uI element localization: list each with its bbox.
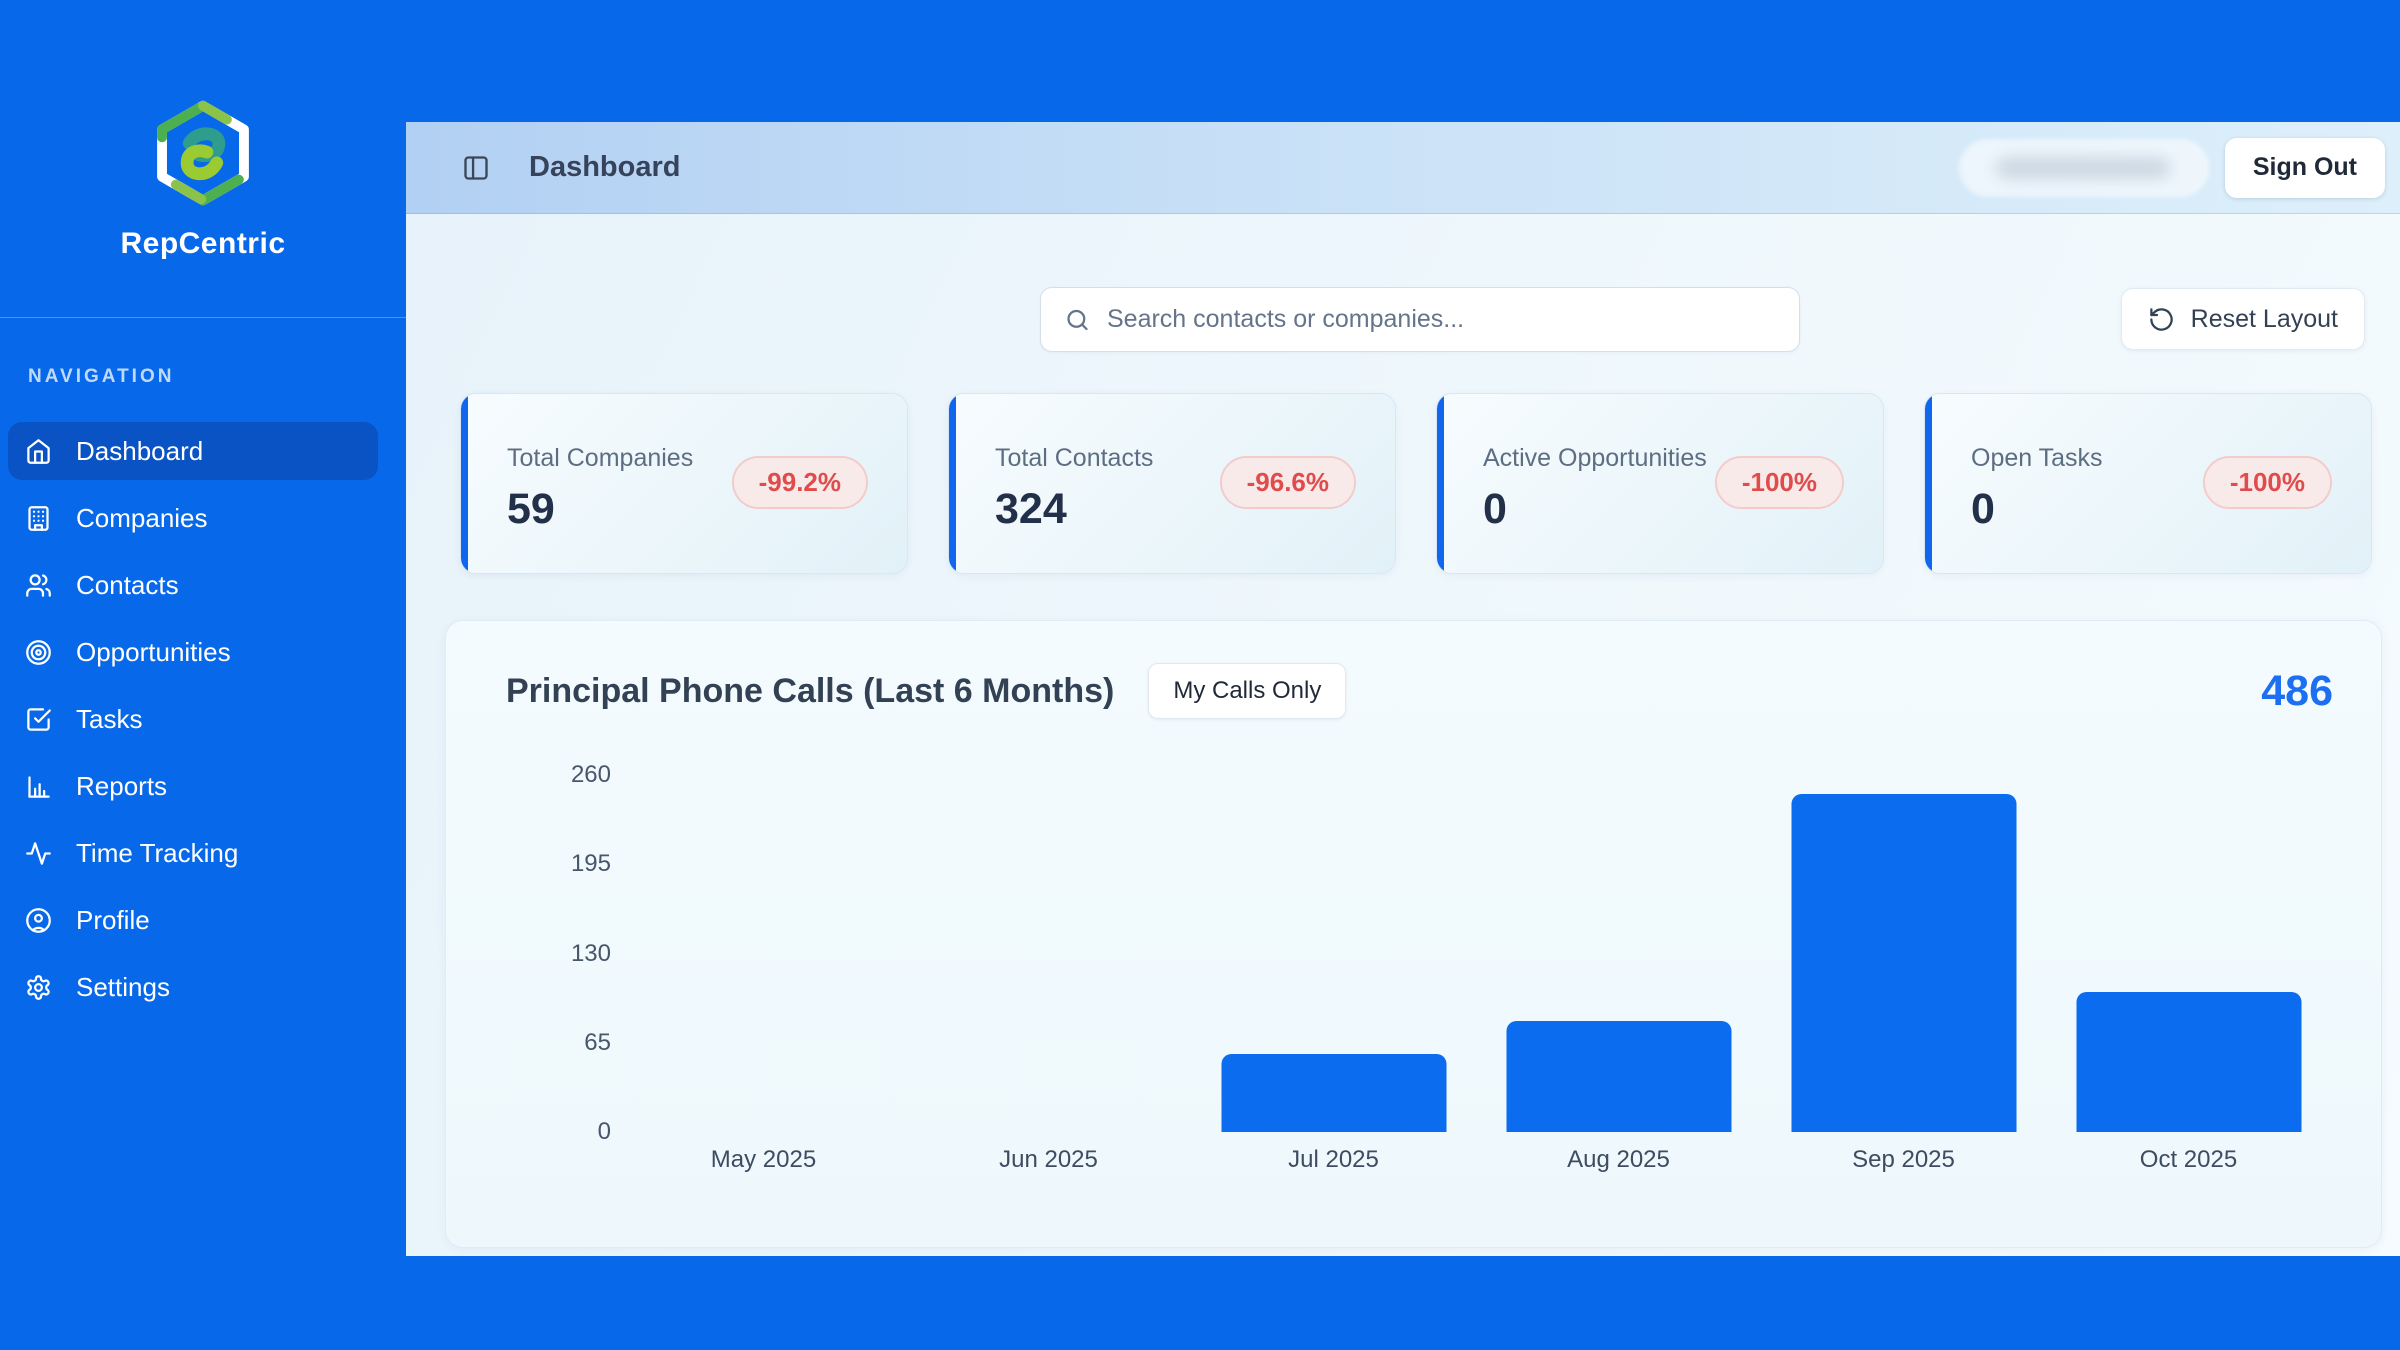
users-icon xyxy=(26,573,51,597)
stat-change-badge: -100% xyxy=(1714,456,1844,509)
activity-icon xyxy=(26,841,51,865)
sidebar-item-label: Dashboard xyxy=(76,435,204,466)
app-logo: RepCentric xyxy=(0,0,406,261)
bar-aug-2025[interactable] xyxy=(1506,1020,1731,1132)
sidebar-item-label: Opportunities xyxy=(76,636,231,667)
sidebar-item-tasks[interactable]: Tasks xyxy=(8,690,378,748)
chart-title: Principal Phone Calls (Last 6 Months) xyxy=(506,671,1115,710)
sidebar-item-label: Companies xyxy=(76,502,208,533)
user-circle-icon xyxy=(26,907,51,933)
stat-card-total-companies: Total Companies 59 -99.2% xyxy=(460,393,908,574)
panel-toggle-icon xyxy=(464,155,488,180)
sidebar-item-time-tracking[interactable]: Time Tracking xyxy=(8,824,378,882)
home-icon xyxy=(27,438,50,464)
nav-section-label: NAVIGATION xyxy=(28,366,175,387)
xlabel-may-2025: May 2025 xyxy=(710,1146,817,1173)
main-panel: Dashboard Sign Out Reset Layout Total Co… xyxy=(406,122,2400,1256)
chart-column: May 2025 xyxy=(621,775,906,1173)
sidebar: RepCentric NAVIGATION Dashboard Companie… xyxy=(0,0,406,1350)
chart-total-value: 486 xyxy=(2261,666,2333,715)
stat-card-total-contacts: Total Contacts 324 -96.6% xyxy=(948,393,1396,574)
stat-label: Open Tasks xyxy=(1971,444,2103,472)
stat-label: Total Companies xyxy=(507,444,694,472)
sidebar-item-label: Contacts xyxy=(76,569,179,600)
bar-sep-2025[interactable] xyxy=(1791,794,2016,1132)
sidebar-item-label: Tasks xyxy=(76,703,143,734)
sidebar-item-label: Profile xyxy=(76,904,150,935)
bar-oct-2025[interactable] xyxy=(2076,991,2301,1132)
stat-value: 59 xyxy=(507,485,555,533)
building-icon xyxy=(28,505,49,531)
search-input[interactable] xyxy=(1040,287,1800,352)
chart-column: Aug 2025 xyxy=(1476,775,1761,1173)
chart-header: Principal Phone Calls (Last 6 Months) My… xyxy=(446,621,2381,719)
chart-column: Oct 2025 xyxy=(2046,775,2331,1173)
nav-list: Dashboard Companies Contacts Opportuniti… xyxy=(0,422,406,1016)
xlabel-sep-2025: Sep 2025 xyxy=(1852,1146,1955,1173)
reset-layout-label: Reset Layout xyxy=(2190,304,2338,333)
sidebar-item-label: Time Tracking xyxy=(76,837,239,868)
chart-column: Jun 2025 xyxy=(906,775,1191,1173)
brand-name: RepCentric xyxy=(120,227,286,260)
stat-value: 0 xyxy=(1971,485,1995,533)
sidebar-item-label: Settings xyxy=(76,971,170,1002)
ytick-0: 0 xyxy=(597,1118,611,1145)
user-email-redacted xyxy=(1958,138,2209,197)
stat-label: Total Contacts xyxy=(995,444,1154,472)
content-area: Reset Layout Total Companies 59 -99.2% T… xyxy=(406,214,2400,1256)
chart-column: Sep 2025 xyxy=(1761,775,2046,1173)
sidebar-item-settings[interactable]: Settings xyxy=(8,958,378,1016)
sidebar-item-profile[interactable]: Profile xyxy=(8,891,378,949)
phone-calls-chart-card: Principal Phone Calls (Last 6 Months) My… xyxy=(445,620,2382,1248)
xlabel-jun-2025: Jun 2025 xyxy=(999,1146,1098,1173)
stat-change-badge: -99.2% xyxy=(731,456,868,509)
xlabel-oct-2025: Oct 2025 xyxy=(2139,1146,2238,1173)
sidebar-item-reports[interactable]: Reports xyxy=(8,757,378,815)
stat-label: Active Opportunities xyxy=(1483,444,1707,472)
sidebar-divider xyxy=(0,317,406,318)
search-bar xyxy=(1040,287,1800,352)
stat-change-badge: -100% xyxy=(2202,456,2332,509)
bar-chart-icon xyxy=(28,775,50,798)
sidebar-item-label: Reports xyxy=(76,770,168,801)
sidebar-toggle-button[interactable] xyxy=(462,153,492,183)
sidebar-item-opportunities[interactable]: Opportunities xyxy=(8,623,378,681)
sidebar-item-companies[interactable]: Companies xyxy=(8,489,378,547)
ytick-195: 195 xyxy=(570,850,611,878)
chart-y-axis: 0 65 130 195 260 xyxy=(541,761,611,1145)
stat-value: 0 xyxy=(1483,485,1507,533)
reset-layout-button[interactable]: Reset Layout xyxy=(2120,288,2365,350)
xlabel-jul-2025: Jul 2025 xyxy=(1288,1146,1379,1173)
target-icon xyxy=(26,639,51,665)
sidebar-item-contacts[interactable]: Contacts xyxy=(8,556,378,614)
ytick-260: 260 xyxy=(570,761,611,788)
stat-card-open-tasks: Open Tasks 0 -100% xyxy=(1924,393,2372,574)
sidebar-item-dashboard[interactable]: Dashboard xyxy=(8,422,378,480)
stat-change-badge: -96.6% xyxy=(1219,456,1356,509)
stat-card-active-opportunities: Active Opportunities 0 -100% xyxy=(1436,393,1884,574)
rotate-ccw-icon xyxy=(2149,307,2173,331)
ytick-65: 65 xyxy=(584,1028,611,1056)
check-square-icon xyxy=(27,707,51,731)
xlabel-aug-2025: Aug 2025 xyxy=(1567,1146,1670,1173)
stats-row: Total Companies 59 -99.2% Total Contacts… xyxy=(460,393,2372,574)
stat-value: 324 xyxy=(995,485,1067,533)
search-icon xyxy=(1067,309,1088,330)
gear-icon xyxy=(27,974,50,1000)
bar-jul-2025[interactable] xyxy=(1221,1053,1446,1132)
page-title: Dashboard xyxy=(529,151,681,183)
my-calls-only-button[interactable]: My Calls Only xyxy=(1148,663,1347,719)
chart-column: Jul 2025 xyxy=(1191,775,1476,1173)
ytick-130: 130 xyxy=(570,939,611,967)
repcentric-logo-icon xyxy=(157,100,249,206)
header: Dashboard Sign Out xyxy=(406,122,2400,214)
sign-out-button[interactable]: Sign Out xyxy=(2224,137,2385,198)
chart-plot: May 2025 Jun 2025 Jul 2025 Aug 2025 Sep 2025… xyxy=(621,775,2331,1173)
